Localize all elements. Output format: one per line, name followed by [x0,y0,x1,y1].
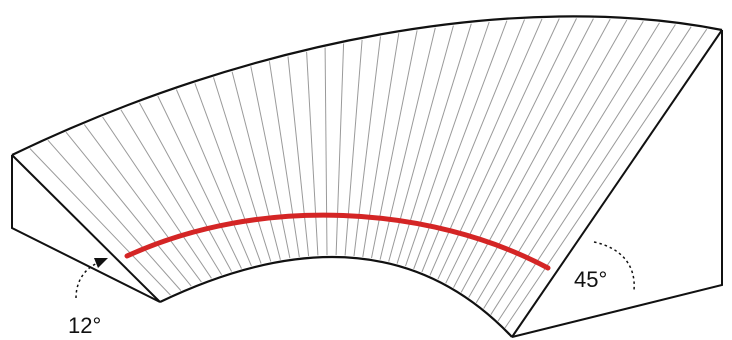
hatch-line [194,83,262,264]
hatch-line [468,19,628,298]
wedge-left-slope-edge [11,154,161,303]
left-angle-label: 12° [68,313,101,338]
right-angle-arc [593,241,635,291]
hatch-line [231,71,281,260]
red-curve [124,212,551,271]
hatch-line [138,102,233,272]
hatch-line [175,89,252,267]
hatch-line [344,39,363,256]
hatch-line [268,61,300,258]
left-angle-arrowhead [94,258,108,268]
hatch-line [445,18,577,284]
hatch-line [83,124,202,283]
left-angle-arc [75,261,101,299]
hatch-line [287,56,310,257]
right-angle-label: 45° [574,267,607,292]
hatch-line [157,95,242,269]
hatch-line [324,47,328,256]
hatch-line [483,22,660,309]
hatch-line [65,131,192,287]
wedge-right-side-face [511,30,723,338]
wedge-left-side-face [11,155,161,303]
hatch-line [460,18,611,293]
hatch-line [353,36,381,257]
hatch-line [102,116,212,279]
wedge-top-outline [11,15,723,156]
hatch-line [504,28,708,329]
hatch-line [335,43,345,256]
hatch-line [497,26,692,322]
hatch-line [120,109,223,276]
wedge-right-slope-edge [511,29,723,338]
hatch-line [453,18,594,288]
hatch-line [421,19,525,273]
hatch-line [213,77,272,262]
hatch-line [47,139,182,291]
hatch-line [475,20,644,304]
hatch-line [29,148,171,296]
hatch-line [306,51,319,256]
wedge-bottom-arc [159,256,513,338]
hatch-line [490,24,676,315]
hatch-line [362,33,400,257]
hatch-line [250,66,291,259]
hatch-line [437,18,560,280]
